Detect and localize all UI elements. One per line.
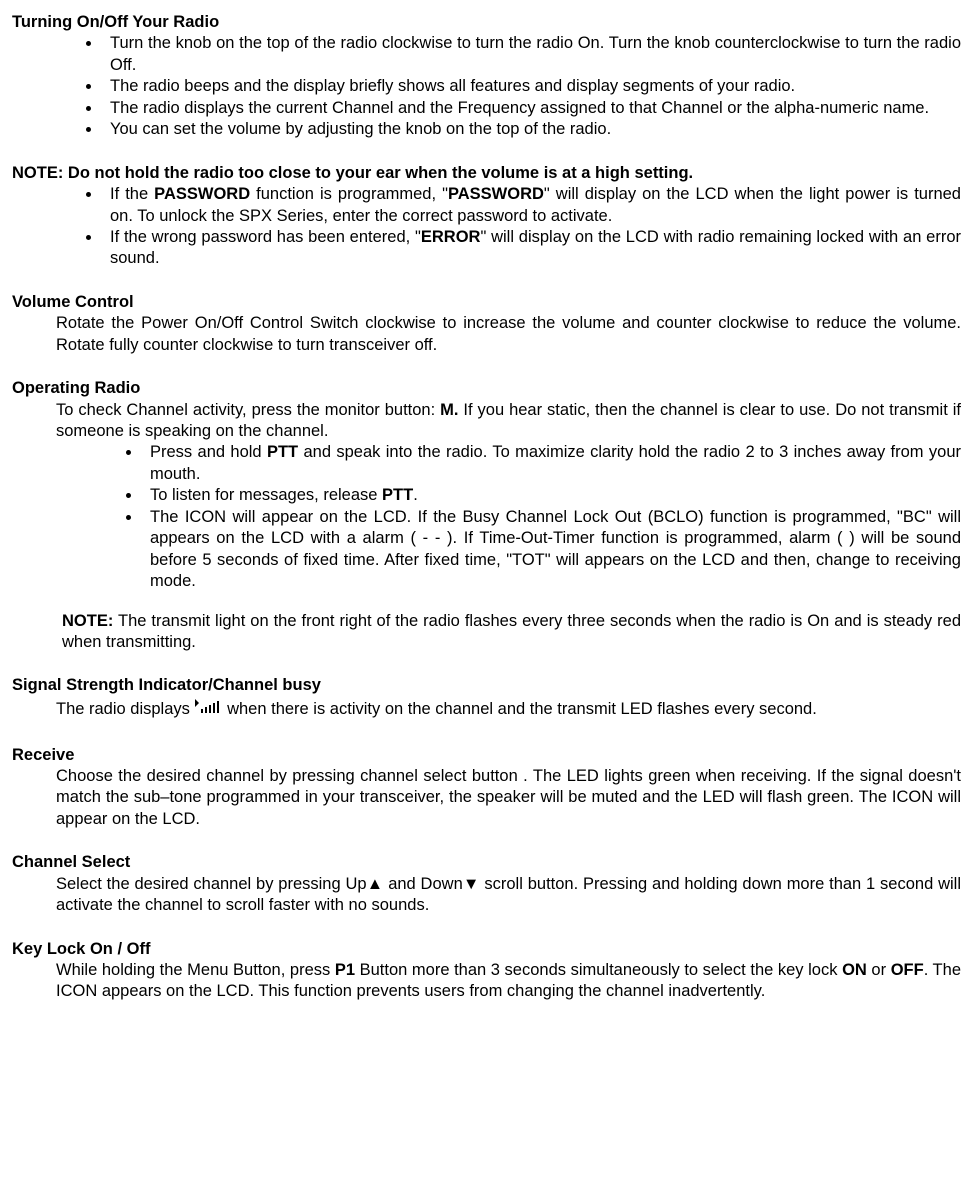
heading-channel-select: Channel Select [12,852,961,873]
list-item: Turn the knob on the top of the radio cl… [102,33,961,76]
text: If the wrong password has been entered, … [110,228,421,246]
body-operating-intro: To check Channel activity, press the mon… [56,400,961,443]
text-m: M. [440,401,458,419]
text: function is programmed, " [250,185,448,203]
text: To check Channel activity, press the mon… [56,401,440,419]
list-item: To listen for messages, release PTT. [142,485,961,506]
text-error: ERROR [421,228,481,246]
list-operating: Press and hold PTT and speak into the ra… [12,442,961,592]
text: Press and hold [150,443,267,461]
heading-volume-control: Volume Control [12,292,961,313]
text-ptt: PTT [267,443,298,461]
text-password: PASSWORD [448,185,544,203]
text: While holding the Menu Button, press [56,961,335,979]
text-note-label: NOTE: [62,612,113,630]
heading-operating-radio: Operating Radio [12,378,961,399]
text: To listen for messages, release [150,486,382,504]
list-turning-on-off: Turn the knob on the top of the radio cl… [12,33,961,140]
list-item: You can set the volume by adjusting the … [102,119,961,140]
text-off: OFF [891,961,924,979]
text-ptt: PTT [382,486,413,504]
list-item: The ICON will appear on the LCD. If the … [142,507,961,593]
heading-turning-on-off: Turning On/Off Your Radio [12,12,961,33]
heading-signal-strength: Signal Strength Indicator/Channel busy [12,675,961,696]
body-key-lock: While holding the Menu Button, press P1 … [56,960,961,1003]
text: The radio displays [56,700,195,718]
heading-receive: Receive [12,745,961,766]
signal-strength-icon [195,697,223,723]
text-password: PASSWORD [154,185,250,203]
body-signal: The radio displays when there is activit… [56,697,961,723]
list-item: The radio beeps and the display briefly … [102,76,961,97]
note-transmit-light: NOTE: The transmit light on the front ri… [62,611,961,654]
body-channel-select: Select the desired channel by pressing U… [56,874,961,917]
heading-note-volume: NOTE: Do not hold the radio too close to… [12,163,961,184]
list-item: If the PASSWORD function is programmed, … [102,184,961,227]
text: or [867,961,891,979]
heading-key-lock: Key Lock On / Off [12,939,961,960]
text: The transmit light on the front right of… [62,612,961,651]
body-volume-control: Rotate the Power On/Off Control Switch c… [56,313,961,356]
text-p1: P1 [335,961,355,979]
list-password: If the PASSWORD function is programmed, … [12,184,961,270]
text: Button more than 3 seconds simultaneousl… [355,961,842,979]
text: If the [110,185,154,203]
text: when there is activity on the channel an… [223,700,817,718]
list-item: The radio displays the current Channel a… [102,98,961,119]
text-on: ON [842,961,867,979]
list-item: If the wrong password has been entered, … [102,227,961,270]
body-receive: Choose the desired channel by pressing c… [56,766,961,830]
list-item: Press and hold PTT and speak into the ra… [142,442,961,485]
text: . [413,486,418,504]
